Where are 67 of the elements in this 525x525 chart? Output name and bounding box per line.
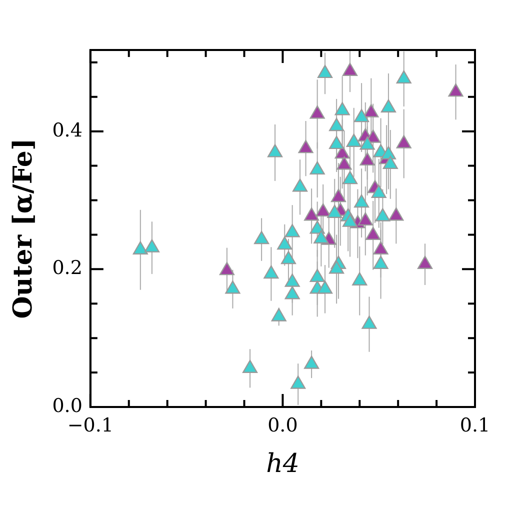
point [336,156,352,170]
point [264,265,279,279]
point [366,226,381,240]
point [284,224,300,238]
point [364,104,379,118]
point [314,230,329,244]
point [334,102,350,116]
point [342,214,358,227]
point [342,62,358,76]
point [310,268,325,282]
point [317,280,333,294]
point [280,250,296,264]
point [310,105,325,119]
point [329,118,344,132]
point [360,136,375,150]
point [144,239,160,252]
point [373,256,388,269]
y-tick-label: 0.0 [52,394,82,417]
point [304,356,320,369]
x-tick-label: −0.1 [67,414,114,436]
point [360,152,375,166]
point [298,140,314,154]
y-axis-title: Outer [α/Fe] [8,138,38,319]
point [225,280,240,294]
point [310,220,325,234]
point [396,135,412,148]
point [317,64,333,78]
point [267,144,283,158]
point [375,208,390,222]
point [380,99,396,112]
point [329,136,344,150]
point [371,184,386,198]
point [373,241,388,254]
point [358,212,373,226]
point [316,203,331,217]
point [342,170,358,184]
y-tick-label: 0.4 [52,119,82,142]
point [417,256,433,269]
x-tick-label: 0.0 [268,414,298,436]
point [382,156,398,170]
point [354,108,370,122]
point [219,262,234,276]
point [277,236,292,250]
point [290,376,306,389]
point [327,204,342,218]
point [346,134,362,147]
point [242,360,258,374]
point [354,194,370,208]
point [448,83,464,97]
point [380,146,396,160]
point [292,178,308,192]
x-axis-title: h4 [266,449,300,480]
point [254,230,270,244]
point [310,161,325,175]
point [271,308,286,322]
x-tick-label: 0.1 [460,414,490,436]
point [362,316,377,329]
point [352,272,368,286]
point [304,207,320,221]
point [284,274,300,287]
y-tick-label: 0.2 [52,257,82,280]
point [396,70,412,84]
point [388,207,404,221]
point [284,286,300,300]
point [330,188,346,202]
point [132,241,148,254]
point [329,260,344,274]
